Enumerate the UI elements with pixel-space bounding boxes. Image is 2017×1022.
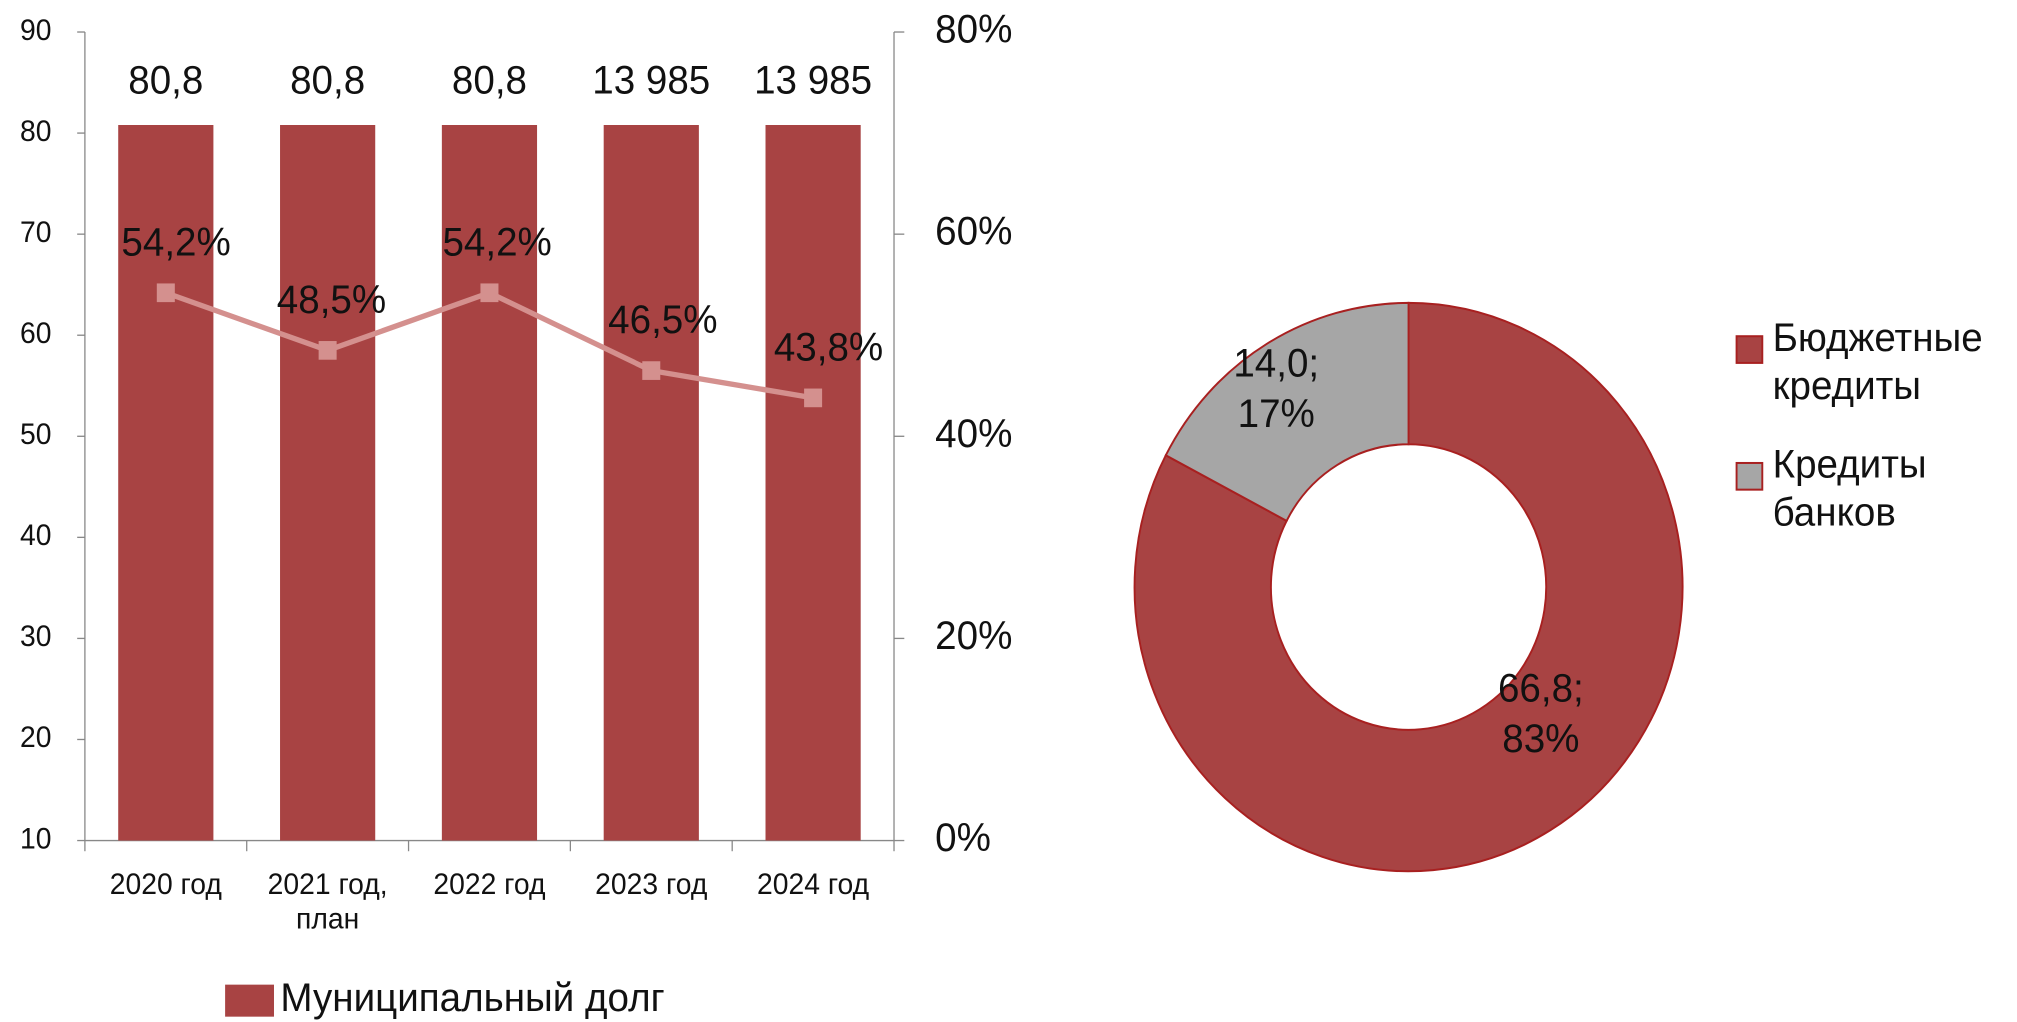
bar: [603, 125, 699, 841]
bar: [280, 125, 376, 841]
y2-tick-label: 60%: [935, 209, 1012, 254]
annotation: 80,8: [128, 58, 203, 103]
x-tick-label: 2023 год: [595, 867, 708, 901]
y-tick-label: 60: [20, 318, 51, 351]
line-marker: [642, 361, 661, 380]
data-label: 48,5%: [277, 277, 386, 322]
annotation: 13 985: [754, 58, 872, 103]
legend-label: Бюджетные кредиты: [1772, 316, 1983, 409]
data-label: 54,2%: [442, 220, 551, 265]
y2-tick-label: 40%: [935, 411, 1012, 456]
y-tick-label: 30: [20, 621, 51, 654]
line-marker: [318, 341, 337, 360]
legend-swatch: [225, 984, 274, 1017]
annotation: 13 985: [592, 58, 710, 103]
x-tick-label: 2024 год: [756, 867, 870, 901]
line-marker: [804, 388, 823, 408]
bar: [441, 125, 538, 841]
legend-swatch: [1735, 461, 1764, 491]
x-tick-label-box: 2022 год: [433, 867, 546, 901]
data-label: 46,5%: [608, 298, 717, 343]
annotation: 80,8: [290, 58, 365, 103]
y-tick-label: 70: [20, 216, 51, 249]
y2-tick-label: 0%: [935, 815, 991, 860]
donut-segment: [1164, 301, 1410, 523]
x-tick-label-box: 2024 год: [756, 867, 870, 901]
data-label: 66,8;: [1498, 666, 1584, 711]
y-tick-label: 40: [20, 520, 51, 553]
x-tick-label: 2021 год, план: [267, 867, 388, 936]
y-tick-label: 20: [20, 722, 51, 755]
legend-label-box: Бюджетные кредиты: [1772, 316, 1983, 409]
x-tick-label: 2022 год: [433, 867, 546, 901]
bar: [118, 125, 214, 841]
legend-swatch: [1735, 335, 1764, 364]
data-label: 83%: [1502, 717, 1579, 762]
legend-label: Кредиты банков: [1772, 442, 1927, 536]
line-marker: [156, 283, 175, 303]
x-tick-label-box: 2023 год: [595, 867, 708, 901]
line-marker: [480, 283, 499, 303]
data-label: 14,0;: [1233, 341, 1319, 386]
y-tick-label: 90: [20, 14, 51, 47]
y-tick-label: 10: [20, 823, 51, 856]
x-tick-label-box: 2020 год: [109, 867, 222, 901]
x-tick-label: 2020 год: [109, 867, 222, 901]
legend-label: Муниципальный долг: [280, 976, 664, 1021]
x-tick-label-box: 2021 год, план: [267, 867, 388, 936]
y2-tick-label: 20%: [935, 613, 1012, 658]
data-label: 54,2%: [121, 220, 230, 265]
y-tick-label: 80: [20, 115, 51, 148]
data-label: 17%: [1238, 391, 1315, 436]
donut-segment: [1133, 301, 1684, 873]
data-label: 43,8%: [774, 325, 883, 370]
legend-label-box: Кредиты банков: [1772, 442, 1927, 536]
y2-tick-label: 80%: [935, 7, 1012, 52]
y-tick-label: 50: [20, 419, 51, 452]
bar: [765, 125, 861, 841]
annotation: 80,8: [452, 58, 527, 103]
